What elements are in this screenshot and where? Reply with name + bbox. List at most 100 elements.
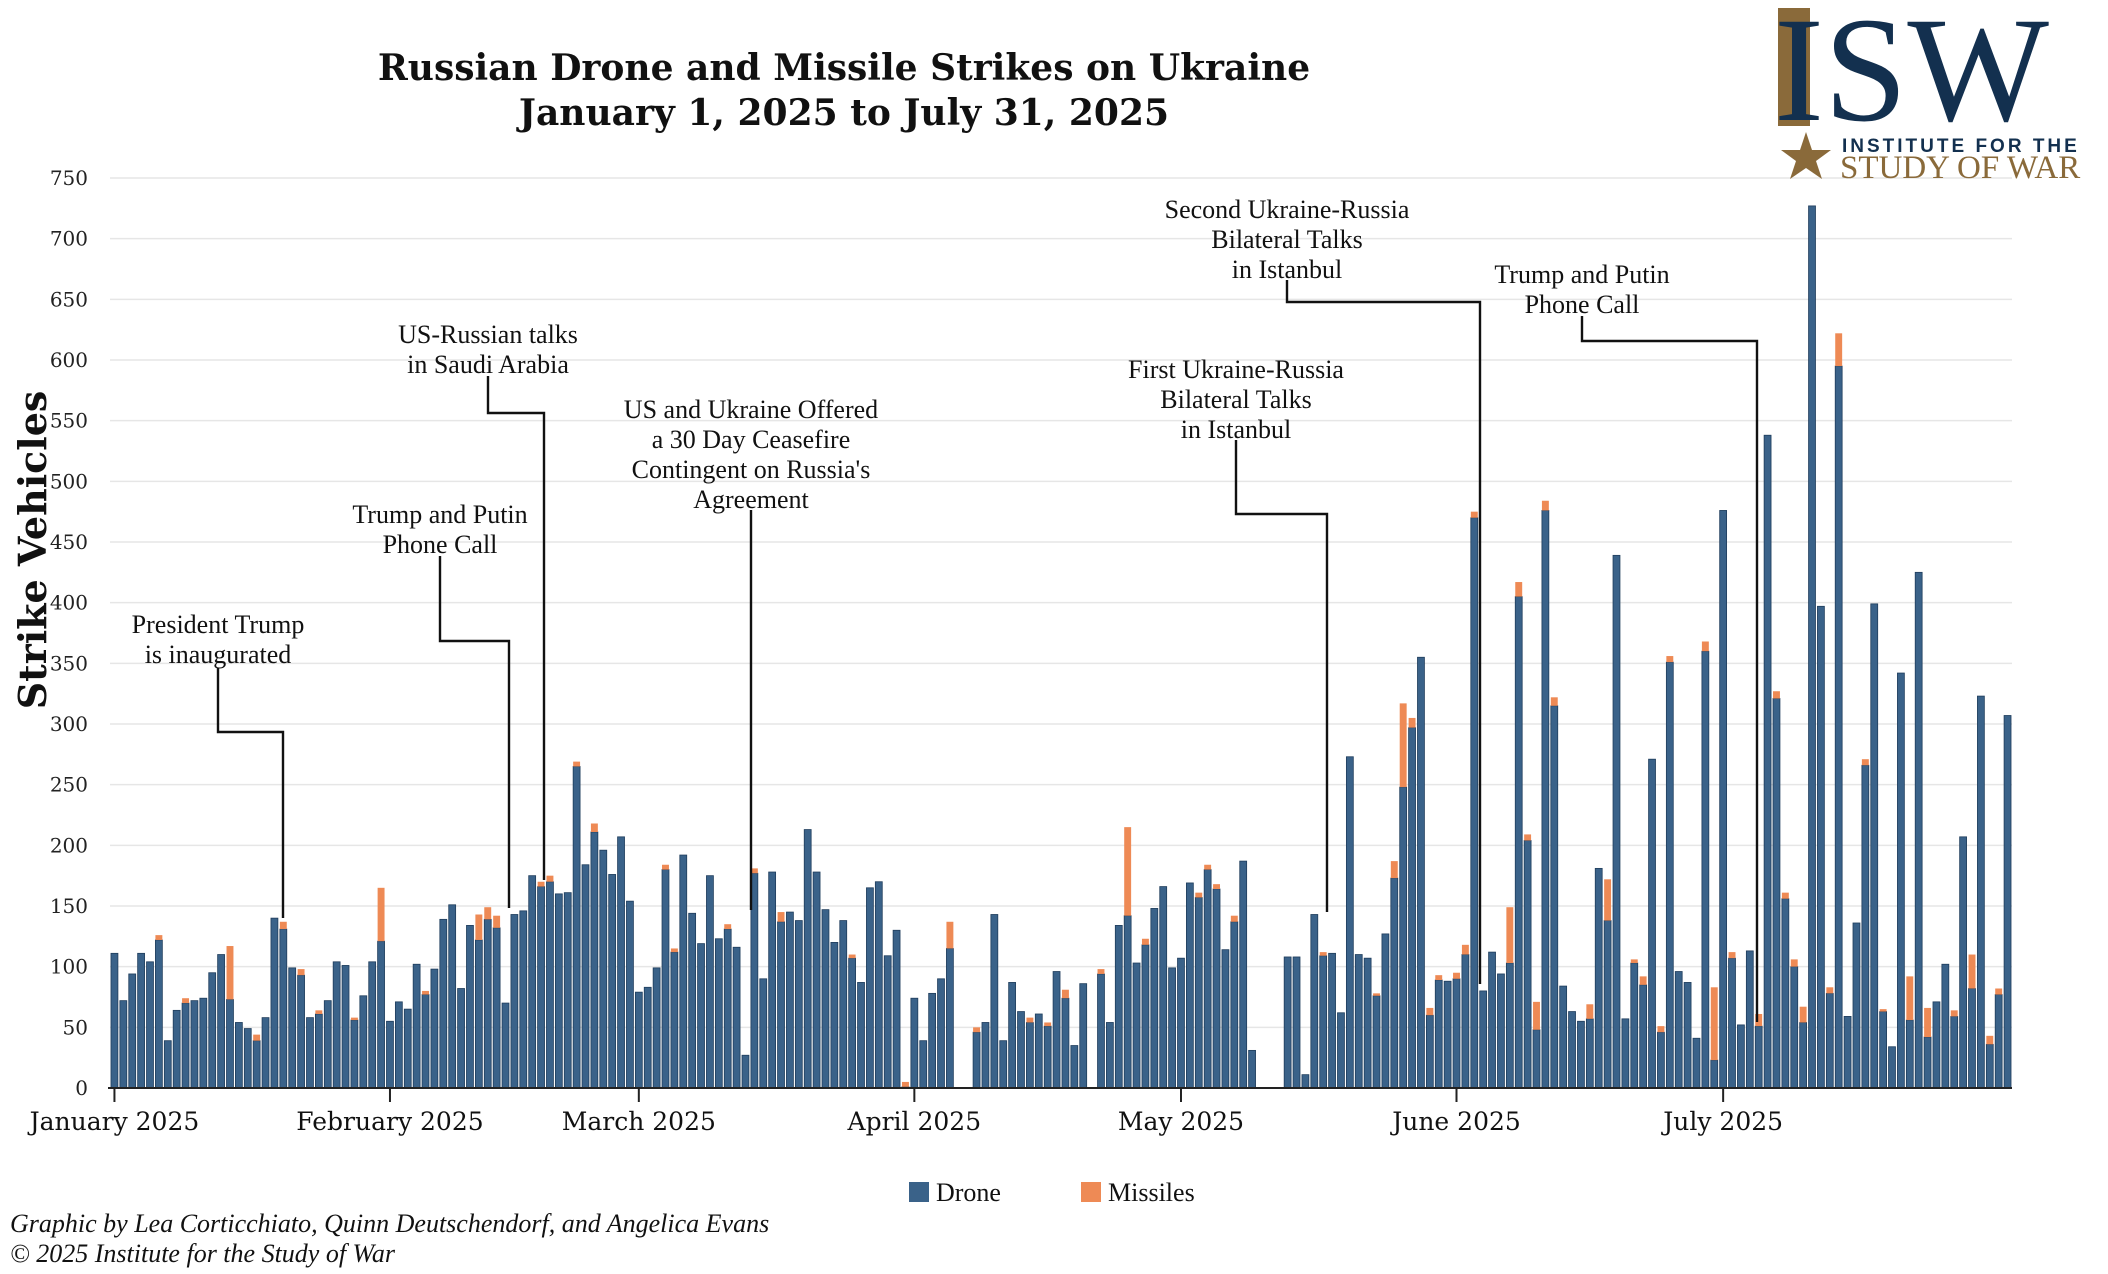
annotation-leader-line — [1234, 440, 1329, 912]
drone-bar — [581, 864, 590, 1089]
drone-bar — [1852, 922, 1861, 1089]
missiles-bar — [1533, 1001, 1540, 1030]
drone-bar — [1808, 205, 1816, 1089]
missiles-bar — [1044, 1022, 1052, 1027]
drone-bar — [1932, 1001, 1941, 1089]
drone-bar — [999, 1040, 1008, 1089]
missiles-bar — [1799, 1006, 1807, 1023]
drone-bar — [439, 918, 448, 1089]
drone-bar — [243, 1028, 252, 1089]
credit-line-copyright: © 2025 Institute for the Study of War — [10, 1239, 396, 1268]
drone-bar — [1390, 877, 1399, 1089]
x-tick-label: March 2025 — [562, 1107, 716, 1136]
drone-bar — [1417, 656, 1425, 1089]
drone-bar — [572, 766, 581, 1089]
missiles-bar — [1026, 1017, 1034, 1023]
gridlines — [110, 177, 2012, 1029]
drone-bar — [1399, 786, 1408, 1089]
drone-bar — [1292, 956, 1301, 1089]
annotation-leader-line — [1285, 280, 1482, 984]
annotation-text: Contingent on Russia's — [632, 455, 871, 484]
y-axis-label: Strike Vehicles — [10, 391, 55, 710]
drone-bar — [1781, 898, 1790, 1089]
chart-subtitle-line: January 1, 2025 to July 31, 2025 — [516, 92, 1169, 134]
missiles-bar — [1755, 1013, 1763, 1027]
drone-bar — [617, 836, 625, 1089]
drone-bar — [1994, 994, 2003, 1089]
isw-logo: ISW INSTITUTE FOR THE STUDY OF WAR — [1774, 0, 2080, 186]
logo-line-institute: INSTITUTE FOR THE — [1842, 136, 2080, 157]
missiles-bar — [377, 887, 385, 942]
drone-bar — [1106, 1022, 1114, 1089]
drone-bar — [1657, 1031, 1665, 1089]
drone-bar — [199, 997, 208, 1089]
missiles-bar — [1861, 759, 1869, 766]
drone-bar — [1950, 1016, 1959, 1089]
missiles-bar — [1195, 892, 1203, 898]
missiles-bar — [1924, 1007, 1932, 1038]
drone-bar — [1505, 962, 1514, 1089]
y-tick-label: 300 — [50, 712, 88, 736]
drone-bar — [1665, 661, 1674, 1089]
logo-star-icon — [1781, 132, 1831, 179]
drone-bar — [1345, 756, 1354, 1089]
y-tick-label: 750 — [50, 166, 88, 190]
annotation-text: in Istanbul — [1232, 255, 1343, 284]
drone-bar — [1008, 982, 1016, 1089]
annotation-leader-line — [1580, 316, 1759, 1022]
drone-bar — [306, 1017, 314, 1089]
missiles-bar — [1773, 691, 1780, 699]
drone-bar — [261, 1017, 270, 1089]
missiles-bar — [1506, 907, 1514, 964]
missiles-bar — [1995, 988, 2003, 995]
drone-bar — [1070, 1045, 1079, 1089]
drone-bar — [812, 871, 821, 1089]
y-tick-label: 250 — [50, 773, 88, 797]
drone-bar — [777, 921, 785, 1089]
drone-bar — [128, 973, 137, 1089]
missiles-bar — [1968, 954, 1976, 989]
annotation-text: First Ukraine-Russia — [1128, 355, 1344, 384]
drone-bar — [1977, 695, 1985, 1089]
drone-bar — [670, 951, 679, 1089]
drone-bar — [652, 967, 661, 1089]
drone-bar — [803, 829, 812, 1089]
missiles-bar — [1541, 500, 1549, 511]
drone-bar — [732, 946, 741, 1089]
drone-bar — [1923, 1036, 1932, 1089]
drone-bar — [1034, 1013, 1043, 1089]
drone-bar — [1363, 957, 1372, 1089]
missiles-bar — [670, 948, 678, 953]
missiles-bar — [1141, 938, 1149, 945]
drone-bar — [768, 871, 777, 1089]
drone-bar — [1114, 925, 1123, 1089]
drone-bar — [1870, 603, 1879, 1089]
drone-bar — [919, 1040, 928, 1089]
drone-bar — [1630, 962, 1639, 1089]
annotation-text: Agreement — [693, 485, 809, 514]
drone-bar — [323, 1000, 332, 1089]
x-tick-label: January 2025 — [27, 1107, 200, 1136]
missiles-bar — [279, 921, 287, 930]
missiles-bar — [1061, 989, 1069, 999]
missiles-bar — [848, 954, 856, 959]
y-tick-label: 350 — [50, 651, 88, 675]
missiles-bar — [493, 915, 501, 928]
drone-bar — [1914, 571, 1923, 1089]
drone-bar — [928, 992, 936, 1089]
annotation-text: Trump and Putin — [1494, 260, 1669, 289]
drone-bar — [848, 957, 857, 1089]
drone-bar — [394, 1001, 403, 1089]
drone-bar — [190, 1000, 199, 1089]
drone-bar — [1648, 758, 1656, 1089]
drone-bar — [1194, 897, 1203, 1089]
drone-bar — [1310, 914, 1319, 1089]
drone-bar — [288, 967, 297, 1089]
drone-bar — [883, 955, 892, 1089]
drone-bar — [1026, 1022, 1034, 1089]
drone-bar — [1461, 954, 1470, 1089]
missiles-bar — [1515, 582, 1523, 597]
